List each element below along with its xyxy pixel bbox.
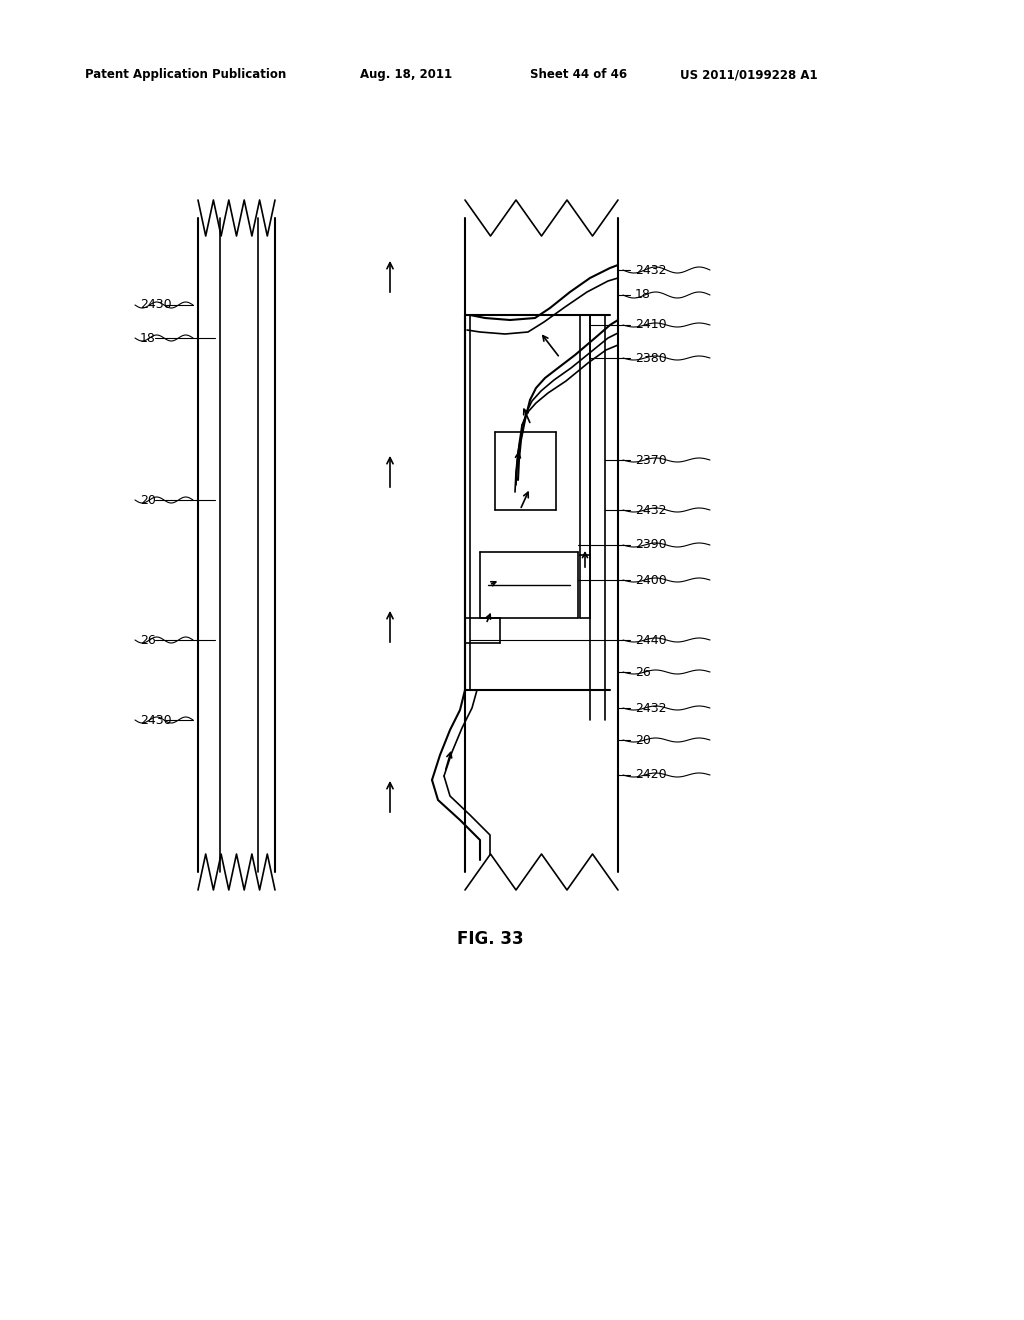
Text: 2420: 2420 xyxy=(635,768,667,781)
Text: 26: 26 xyxy=(140,634,156,647)
Text: Aug. 18, 2011: Aug. 18, 2011 xyxy=(360,69,453,81)
Text: 2380: 2380 xyxy=(635,351,667,364)
Text: 2440: 2440 xyxy=(635,634,667,647)
Text: US 2011/0199228 A1: US 2011/0199228 A1 xyxy=(680,69,817,81)
Text: 18: 18 xyxy=(140,331,156,345)
Text: 2432: 2432 xyxy=(635,503,667,516)
Text: 2430: 2430 xyxy=(140,298,172,312)
Text: Patent Application Publication: Patent Application Publication xyxy=(85,69,287,81)
Text: Sheet 44 of 46: Sheet 44 of 46 xyxy=(530,69,627,81)
Text: 2430: 2430 xyxy=(140,714,172,726)
Text: 20: 20 xyxy=(140,494,156,507)
Text: 2390: 2390 xyxy=(635,539,667,552)
Text: 18: 18 xyxy=(635,289,651,301)
Text: 2370: 2370 xyxy=(635,454,667,466)
Text: 20: 20 xyxy=(635,734,651,747)
Text: 2432: 2432 xyxy=(635,701,667,714)
Text: 26: 26 xyxy=(635,665,650,678)
Text: 2410: 2410 xyxy=(635,318,667,331)
Text: FIG. 33: FIG. 33 xyxy=(457,931,523,948)
Text: 2400: 2400 xyxy=(635,573,667,586)
Text: 2432: 2432 xyxy=(635,264,667,276)
